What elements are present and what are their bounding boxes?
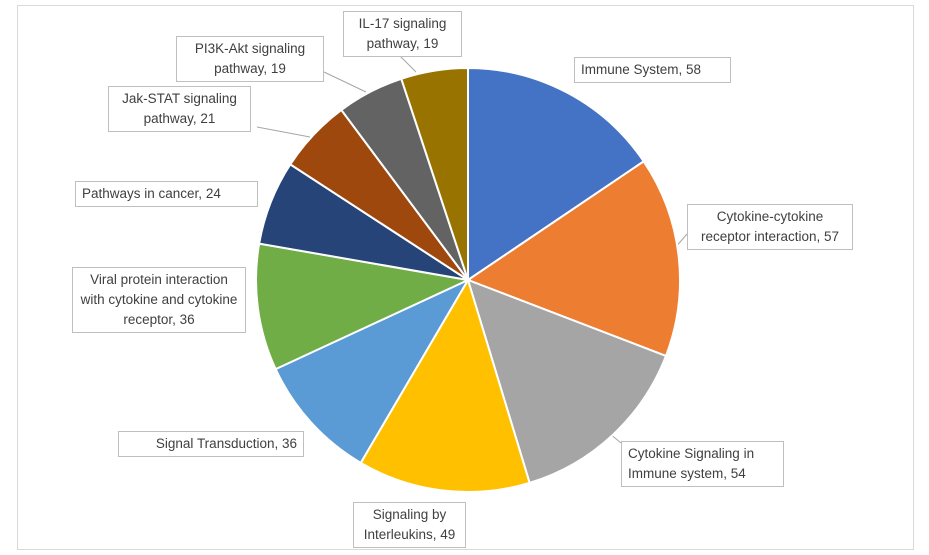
data-label-text: Cytokine-cytokine receptor interaction, … <box>700 209 840 244</box>
pie-slice <box>467 66 646 282</box>
pie-slice <box>465 159 681 358</box>
data-label-4: Signal Transduction, 36 <box>118 431 304 457</box>
data-label-6: Pathways in cancer, 24 <box>75 181 258 207</box>
pie-slice <box>359 277 531 493</box>
data-label-2: Cytokine Signaling in Immune system, 54 <box>621 441 784 487</box>
data-label-text: Immune System, 58 <box>581 62 702 77</box>
data-label-text: Cytokine Signaling in Immune system, 54 <box>628 446 755 481</box>
leader-line <box>323 71 367 93</box>
data-label-text: PI3K-Akt signaling pathway, 19 <box>194 41 306 76</box>
data-label-text: Signal Transduction, 36 <box>155 436 297 451</box>
leader-line <box>256 126 311 138</box>
data-label-text: Viral protein interaction with cytokine … <box>80 272 238 327</box>
chart-area: Immune System, 58 Cytokine-cytokine rece… <box>17 5 914 550</box>
pie-slices <box>255 66 681 493</box>
data-label-text: IL-17 signaling pathway, 19 <box>358 16 447 51</box>
pie-slice <box>466 278 668 485</box>
data-label-0: Immune System, 58 <box>574 57 731 83</box>
data-label-9: IL-17 signaling pathway, 19 <box>343 11 462 57</box>
pie-slice <box>255 242 472 371</box>
pie-slice <box>274 277 471 465</box>
data-label-text: Signaling by Interleukins, 49 <box>363 507 456 542</box>
data-label-1: Cytokine-cytokine receptor interaction, … <box>687 204 853 250</box>
pie-slice <box>400 66 469 281</box>
data-label-text: Jak-STAT signaling pathway, 21 <box>122 91 237 126</box>
data-label-5: Viral protein interaction with cytokine … <box>72 267 246 333</box>
data-label-text: Pathways in cancer, 24 <box>82 186 221 201</box>
data-label-8: PI3K-Akt signaling pathway, 19 <box>176 36 324 82</box>
pie-chart <box>255 52 688 493</box>
data-label-3: Signaling by Interleukins, 49 <box>353 502 466 548</box>
data-label-7: Jak-STAT signaling pathway, 21 <box>108 86 251 132</box>
